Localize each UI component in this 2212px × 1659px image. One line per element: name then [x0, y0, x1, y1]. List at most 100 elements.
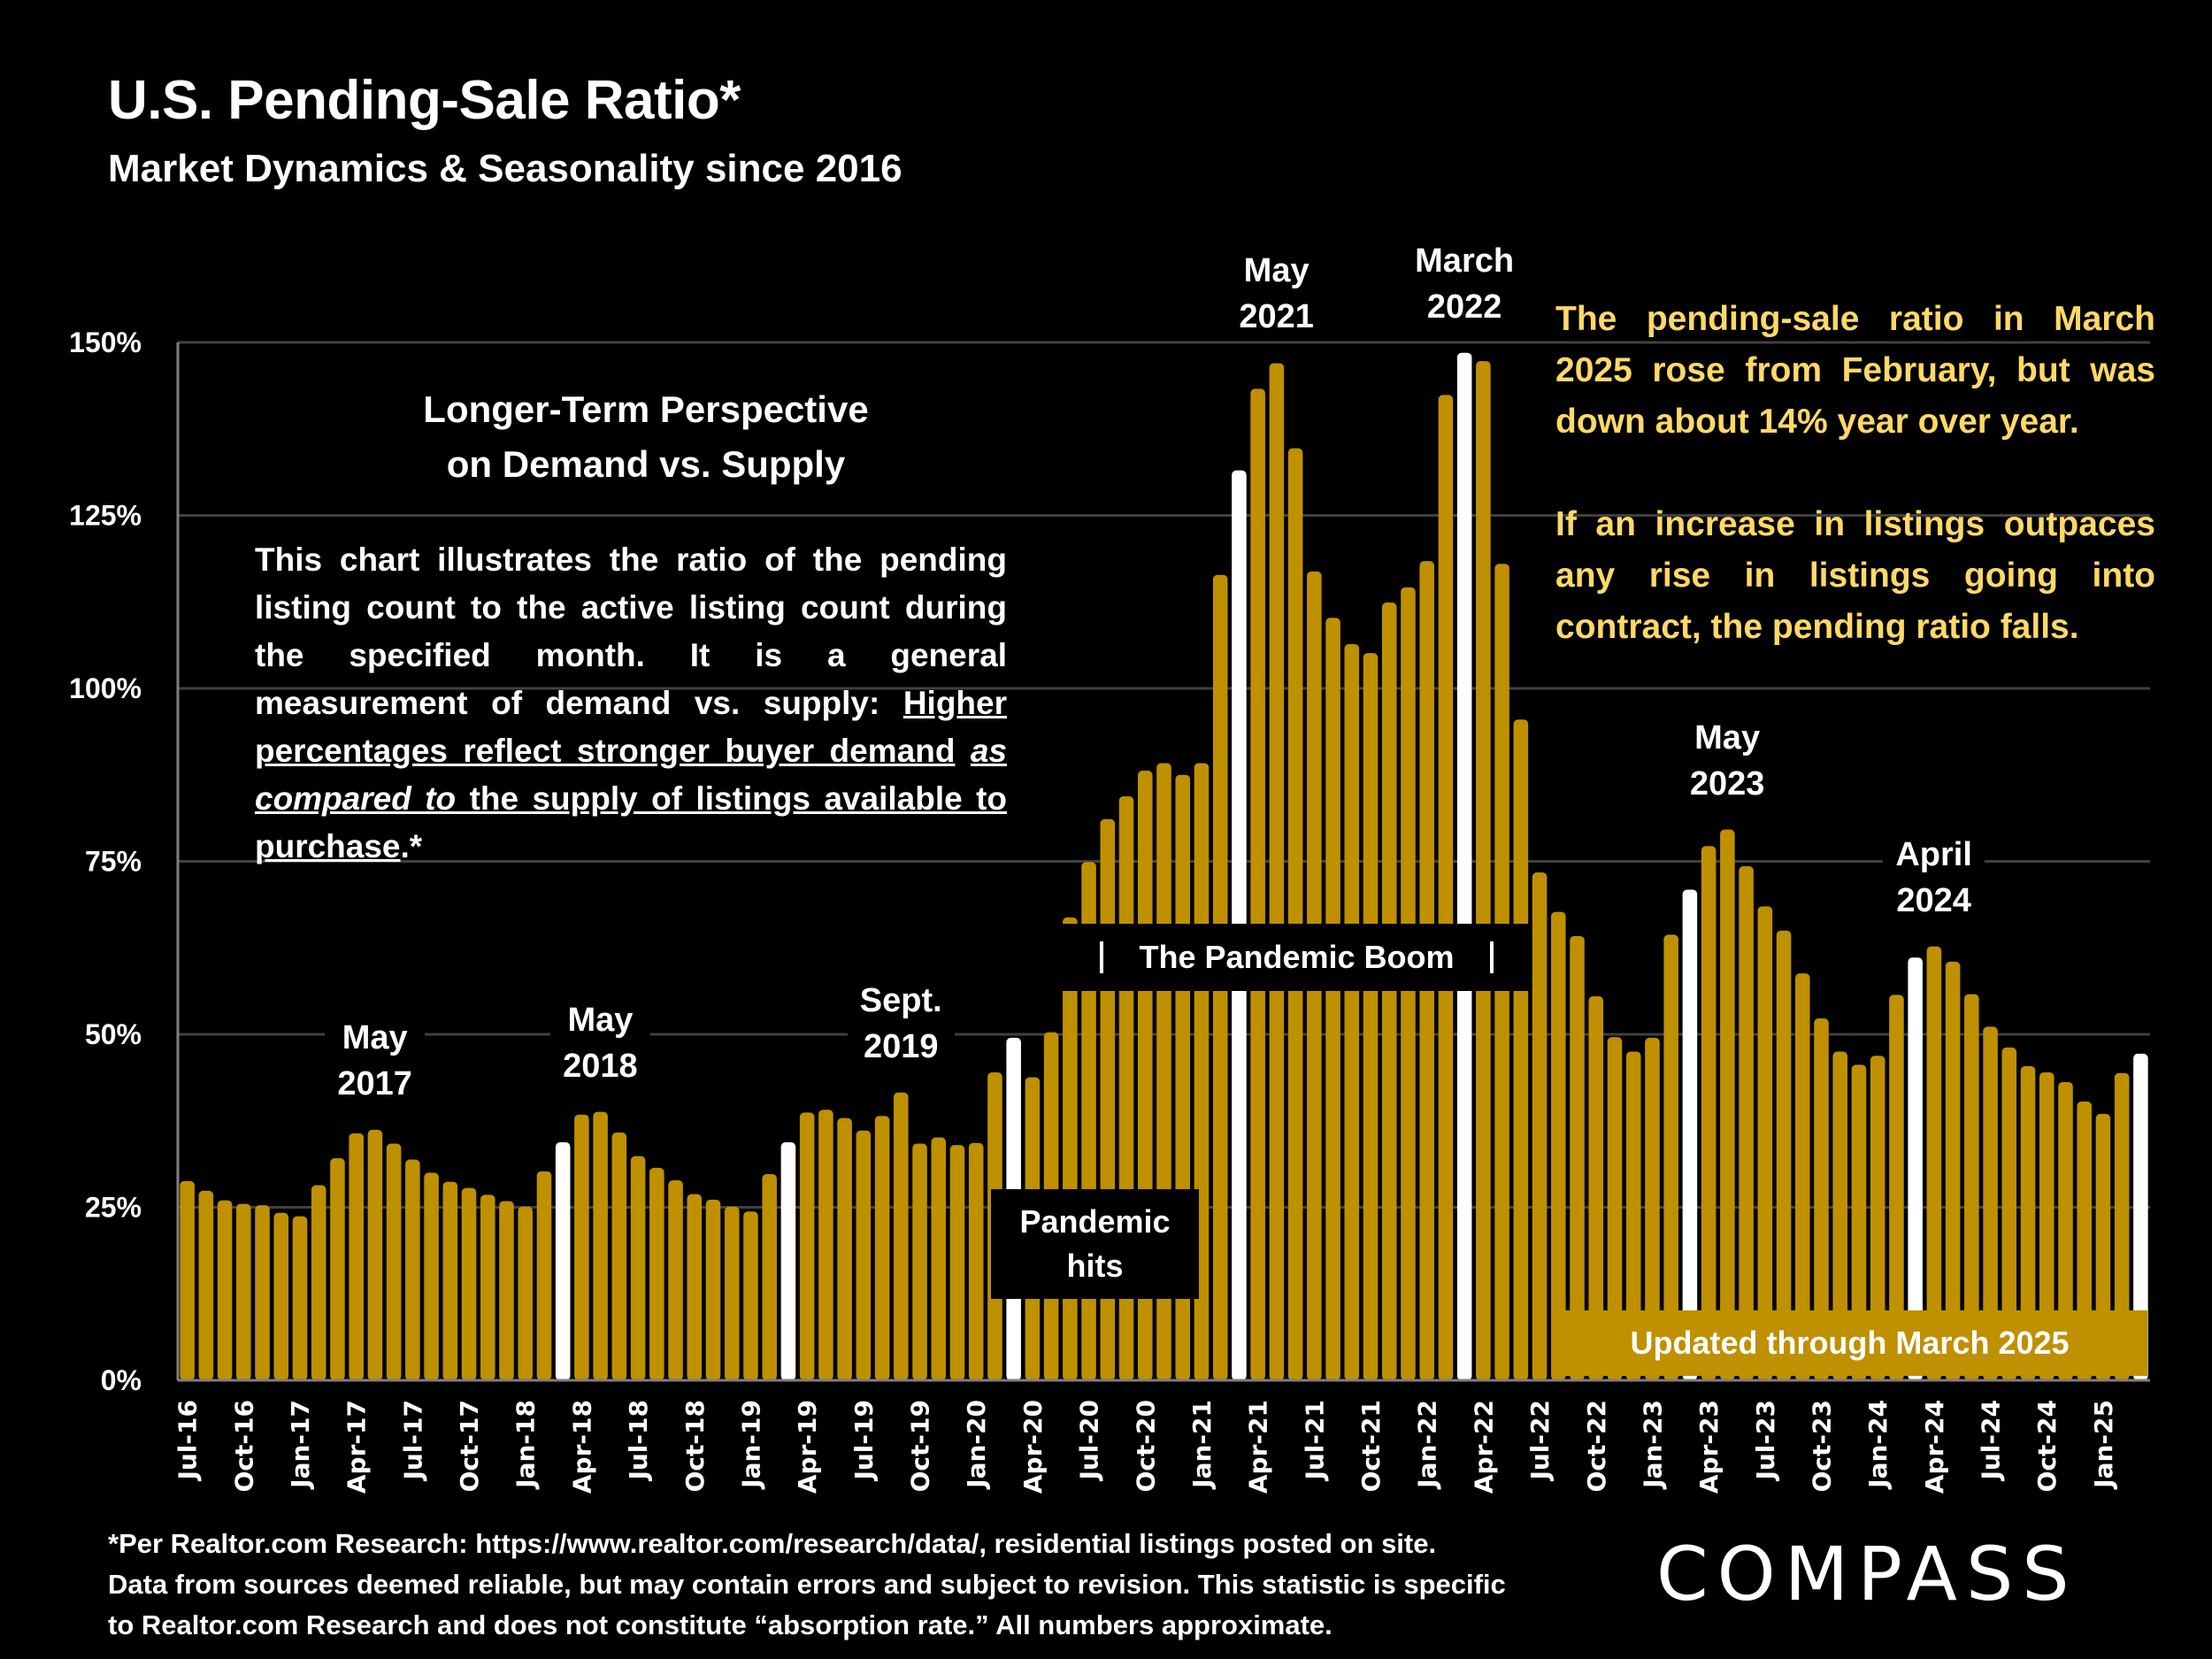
- bar-nov-19: [931, 1137, 947, 1380]
- bar-jan-24: [1870, 1056, 1886, 1380]
- x-tick-label: Jan-24: [1863, 1400, 1893, 1490]
- footnote: *Per Realtor.com Research: https://www.r…: [108, 1524, 1612, 1646]
- bar-nov-16: [255, 1205, 270, 1380]
- bar-jun-22: [1513, 719, 1529, 1380]
- bar-jan-23: [1645, 1037, 1660, 1380]
- pandemic-boom-label: The Pandemic Boom: [1139, 939, 1455, 975]
- bar-feb-24: [1889, 995, 1904, 1380]
- x-tick-label: Jul-22: [1525, 1400, 1555, 1482]
- bar-dec-23: [1851, 1064, 1867, 1380]
- x-tick-label: Oct-16: [229, 1400, 258, 1492]
- x-tick-label: Apr-21: [1244, 1400, 1273, 1494]
- bar-jan-17: [292, 1216, 308, 1380]
- annotation-line1: Sept.: [859, 981, 942, 1019]
- annotation-line2: 2021: [1239, 298, 1314, 336]
- summary-note: The pending-sale ratio in March 2025 ros…: [1555, 294, 2155, 704]
- x-tick-label: Jul-16: [173, 1400, 203, 1482]
- chart-title: U.S. Pending-Sale Ratio*: [108, 70, 741, 131]
- bar-jan-18: [518, 1206, 534, 1380]
- bar-dec-19: [949, 1145, 965, 1380]
- annotation-may-18: May 2018: [550, 996, 650, 1089]
- bracket-right: [1489, 941, 1494, 973]
- x-tick-label: Jan-17: [286, 1400, 315, 1490]
- annotation-may-17: May 2017: [325, 1014, 425, 1107]
- info-box: Longer-Term Perspective on Demand vs. Su…: [248, 382, 1009, 871]
- x-tick-label: Oct-20: [1131, 1400, 1160, 1492]
- info-body-text: This chart illustrates the ratio of the …: [255, 541, 1007, 721]
- bar-oct-18: [687, 1194, 703, 1380]
- summary-paragraph-2: If an increase in listings outpaces any …: [1555, 505, 2155, 646]
- bar-apr-18: [574, 1114, 589, 1380]
- bar-dec-22: [1625, 1051, 1641, 1380]
- x-tick-label: Jul-18: [624, 1400, 653, 1482]
- bar-nov-24: [2058, 1081, 2073, 1380]
- footnote-line1: *Per Realtor.com Research: https://www.r…: [108, 1528, 1437, 1559]
- y-tick-label: 150%: [69, 326, 142, 358]
- info-heading-line1: Longer-Term Perspective: [423, 388, 869, 430]
- bar-oct-23: [1814, 1018, 1829, 1380]
- bar-oct-19: [912, 1143, 927, 1380]
- bar-jul-17: [405, 1159, 420, 1380]
- annotation-line1: April: [1895, 835, 1972, 873]
- bar-jan-19: [743, 1211, 758, 1380]
- bar-nov-22: [1607, 1037, 1623, 1380]
- pandemic-hits-callout: Pandemic hits: [991, 1189, 1199, 1299]
- bar-feb-22: [1438, 395, 1454, 1380]
- x-tick-label: Oct-17: [455, 1400, 484, 1492]
- bar-may-23: [1720, 829, 1735, 1380]
- annotation-line2: 2017: [337, 1064, 412, 1102]
- info-body: This chart illustrates the ratio of the …: [255, 536, 1007, 871]
- annotation-line1: May: [567, 1001, 634, 1039]
- bar-sep-23: [1794, 973, 1810, 1380]
- bar-sep-18: [668, 1180, 683, 1380]
- x-tick-label: Apr-18: [567, 1400, 596, 1494]
- annotation-may-23: May 2023: [1677, 714, 1778, 807]
- bar-oct-24: [2039, 1072, 2055, 1380]
- y-tick-label: 0%: [101, 1364, 142, 1396]
- info-body-underlined: Higher percentages reflect stronger buye…: [255, 685, 1007, 769]
- bar-mar-18: [555, 1141, 571, 1380]
- annotation-apr-24: April 2024: [1883, 831, 1985, 924]
- bar-aug-23: [1776, 930, 1792, 1380]
- bar-jul-23: [1757, 906, 1773, 1380]
- x-tick-label: Jul-23: [1751, 1400, 1780, 1482]
- x-tick-label: Oct-24: [2032, 1400, 2062, 1492]
- bar-sep-22: [1570, 935, 1585, 1380]
- y-tick-label: 50%: [85, 1018, 142, 1050]
- bar-sep-24: [2020, 1065, 2036, 1380]
- bar-oct-16: [236, 1203, 251, 1380]
- x-tick-label: Jan-25: [2089, 1400, 2118, 1490]
- bar-aug-16: [198, 1190, 214, 1380]
- bar-aug-19: [874, 1116, 890, 1380]
- y-tick-label: 75%: [85, 846, 142, 878]
- y-tick-label: 100%: [69, 672, 142, 704]
- y-tick-label: 25%: [85, 1192, 142, 1224]
- x-tick-label: Jul-24: [1977, 1400, 2006, 1482]
- bar-nov-23: [1832, 1051, 1848, 1380]
- bar-jul-16: [180, 1180, 195, 1380]
- bar-dec-18: [724, 1206, 740, 1380]
- bar-nov-18: [705, 1199, 721, 1380]
- bar-mar-25: [2133, 1053, 2148, 1380]
- x-tick-label: Apr-22: [1469, 1400, 1498, 1494]
- bar-apr-17: [349, 1133, 364, 1380]
- bar-feb-19: [762, 1173, 777, 1380]
- bar-may-19: [818, 1110, 833, 1380]
- x-tick-label: Jan-22: [1413, 1400, 1442, 1490]
- x-tick-label: Apr-19: [793, 1400, 822, 1494]
- bar-oct-17: [461, 1187, 477, 1380]
- info-heading-line2: on Demand vs. Supply: [446, 443, 846, 485]
- bar-mar-22: [1456, 352, 1472, 1381]
- bracket-left: [1100, 941, 1104, 973]
- annotation-mar-22: March 2022: [1402, 237, 1527, 330]
- x-tick-label: Jul-20: [1075, 1400, 1104, 1482]
- bar-sep-21: [1344, 643, 1360, 1380]
- footnote-line2: Data from sources deemed reliable, but m…: [108, 1569, 1506, 1600]
- bar-aug-21: [1325, 618, 1340, 1380]
- bar-jun-18: [611, 1133, 627, 1380]
- x-axis-ticks: Jul-16 Oct-16 Jan-17 Apr-17 Jul-17 Oct-17 Jan-…: [173, 1400, 2118, 1494]
- x-tick-label: Apr-17: [342, 1400, 372, 1494]
- y-tick-label: 125%: [69, 500, 142, 532]
- bar-mar-17: [330, 1157, 345, 1380]
- bar-aug-22: [1551, 911, 1566, 1380]
